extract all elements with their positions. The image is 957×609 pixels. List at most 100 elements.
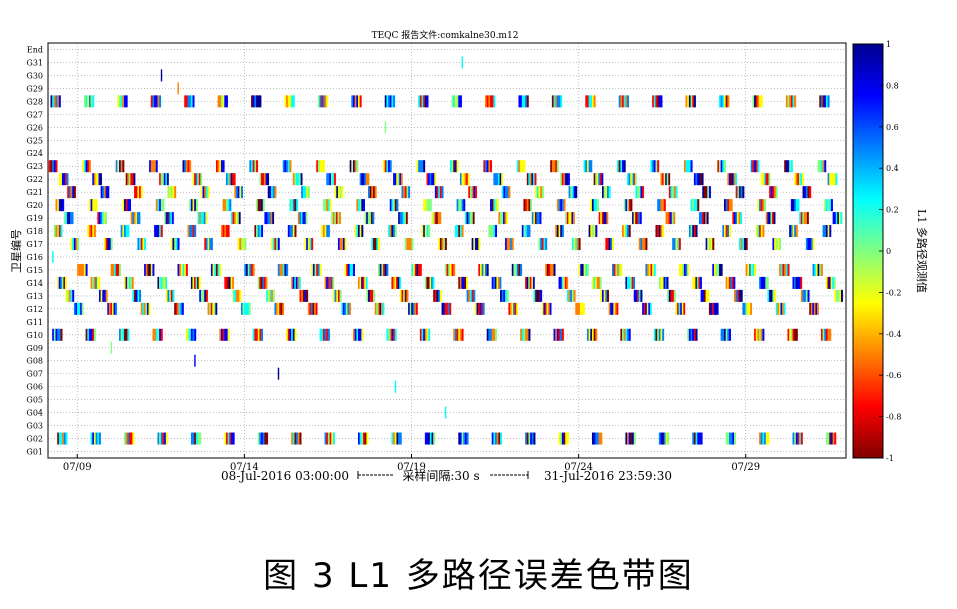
multipath-stripe: [612, 263, 615, 276]
multipath-stripe: [663, 432, 666, 445]
multipath-stripe: [419, 95, 422, 108]
multipath-stripe: [797, 276, 800, 289]
multipath-stripe: [591, 95, 594, 108]
satellite-pass: [690, 199, 700, 212]
multipath-stripe: [697, 173, 699, 186]
multipath-stripe: [394, 225, 397, 238]
multipath-stripe: [423, 160, 426, 173]
multipath-stripe: [144, 263, 147, 276]
multipath-stripe: [790, 95, 793, 108]
satellite-pass: [441, 302, 452, 315]
multipath-stripe: [292, 432, 295, 445]
satellite-pass: [207, 302, 218, 315]
multipath-stripe: [429, 199, 432, 212]
multipath-stripe: [575, 302, 578, 315]
multipath-stripe: [827, 328, 830, 341]
multipath-stripe: [120, 225, 123, 238]
satellite-pass: [358, 276, 368, 289]
multipath-stripe: [341, 302, 344, 315]
satellite-label-g04: G04: [26, 409, 43, 418]
multipath-stripe: [499, 173, 502, 186]
multipath-stripe: [256, 95, 259, 108]
multipath-stripe: [601, 212, 604, 225]
multipath-stripe: [391, 328, 394, 341]
multipath-stripe: [202, 289, 205, 302]
multipath-stripe: [707, 238, 710, 251]
multipath-stripe: [202, 186, 205, 199]
multipath-stripe: [319, 328, 322, 341]
satellite-pass: [668, 186, 678, 199]
multipath-stripe: [754, 160, 757, 173]
x-tick-label: 07/09: [63, 462, 92, 473]
multipath-stripe: [431, 276, 433, 289]
multipath-stripe: [600, 432, 603, 445]
multipath-stripe: [688, 160, 691, 173]
multipath-stripe: [50, 160, 53, 173]
multipath-stripe: [604, 212, 607, 225]
multipath-stripe: [479, 302, 482, 315]
multipath-stripe: [88, 328, 91, 341]
multipath-stripe: [544, 302, 547, 315]
satellite-pass: [491, 276, 502, 289]
multipath-stripe: [468, 212, 470, 225]
multipath-stripe: [503, 212, 505, 225]
multipath-stripe: [797, 199, 800, 212]
multipath-stripe: [672, 238, 675, 251]
multipath-stripe: [735, 173, 738, 186]
multipath-stripe: [819, 95, 822, 108]
multipath-stripe: [627, 95, 630, 108]
multipath-stripe: [52, 160, 55, 173]
multipath-stripe: [807, 289, 810, 302]
multipath-stripe: [635, 186, 638, 199]
multipath-stripe: [625, 432, 628, 445]
multipath-stripe: [364, 276, 367, 289]
multipath-stripe: [526, 173, 529, 186]
multipath-stripe: [506, 186, 509, 199]
multipath-stripe: [570, 186, 573, 199]
satellite-pass: [150, 95, 162, 108]
multipath-stripe: [256, 160, 259, 173]
multipath-stripe: [230, 276, 233, 289]
multipath-stripe: [301, 186, 304, 199]
satellite-pass: [344, 263, 355, 276]
multipath-stripe: [246, 263, 249, 276]
satellite-pass: [493, 173, 504, 186]
multipath-stripe: [834, 289, 837, 302]
multipath-stripe: [817, 263, 820, 276]
multipath-stripe: [376, 302, 379, 315]
multipath-stripe: [675, 302, 678, 315]
satellite-pass: [177, 263, 188, 276]
satellite-pass: [182, 160, 192, 173]
multipath-stripe: [276, 238, 279, 251]
multipath-stripe: [740, 186, 743, 199]
multipath-stripe: [391, 432, 394, 445]
satellite-pass: [627, 173, 637, 186]
satellite-label-g06: G06: [26, 383, 43, 392]
satellite-pass: [724, 199, 733, 212]
multipath-stripe: [794, 173, 797, 186]
multipath-stripe: [57, 328, 60, 341]
multipath-stripe: [787, 160, 790, 173]
multipath-stripe: [225, 328, 228, 341]
multipath-stripe: [209, 302, 212, 315]
satellite-pass: [812, 263, 823, 276]
multipath-stripe: [369, 289, 372, 302]
multipath-stripe: [762, 225, 765, 238]
multipath-stripe: [241, 302, 243, 315]
multipath-stripe: [222, 160, 225, 173]
multipath-stripe: [300, 173, 303, 186]
multipath-stripe: [396, 432, 399, 445]
multipath-stripe: [70, 186, 73, 199]
multipath-stripe: [413, 263, 416, 276]
multipath-stripe: [556, 225, 559, 238]
multipath-stripe: [822, 225, 825, 238]
multipath-stripe: [182, 263, 185, 276]
multipath-stripe: [760, 173, 763, 186]
satellite-pass: [152, 328, 163, 341]
multipath-stripe: [563, 173, 566, 186]
multipath-stripe: [58, 328, 61, 341]
multipath-stripe: [389, 160, 392, 173]
multipath-stripe: [90, 199, 93, 212]
multipath-stripe: [642, 186, 645, 199]
multipath-stripe: [565, 212, 568, 225]
